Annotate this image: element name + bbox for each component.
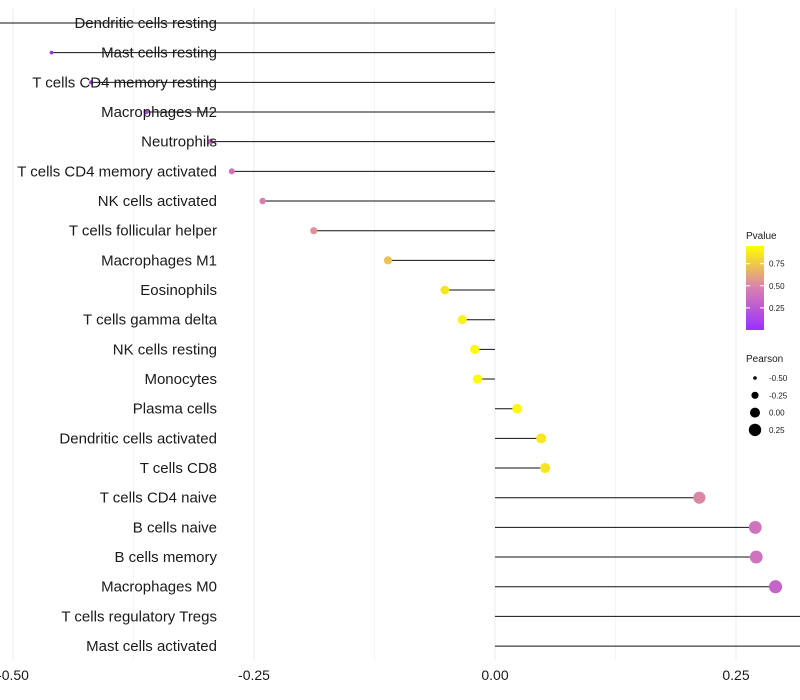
y-label-4: Neutrophils <box>141 134 217 151</box>
dot-7 <box>310 227 318 235</box>
dot-12 <box>473 374 483 384</box>
dot-9 <box>440 285 450 295</box>
legend-pvalue-title: Pvalue <box>746 231 777 242</box>
y-label-19: Macrophages M0 <box>101 579 217 596</box>
y-label-15: T cells CD8 <box>140 460 217 477</box>
y-label-16: T cells CD4 naive <box>100 490 217 507</box>
dot-16 <box>693 491 706 504</box>
legend-pearson-label-3: 0.25 <box>769 426 785 435</box>
x-tick-label-0: -0.50 <box>0 667 29 683</box>
lollipop-stems <box>0 22 800 647</box>
x-tick-label-1: -0.25 <box>238 667 270 683</box>
x-axis-ticks: -0.50 -0.25 0.00 0.25 <box>0 667 750 683</box>
legend-pearson-dot-0 <box>753 376 757 380</box>
legend-pearson-dot-3 <box>748 423 762 437</box>
y-label-14: Dendritic cells activated <box>59 430 217 447</box>
y-label-0: Dendritic cells resting <box>74 15 217 32</box>
gridlines <box>12 8 737 660</box>
y-label-1: Mast cells resting <box>101 45 217 62</box>
dot-17 <box>748 520 762 534</box>
dot-11 <box>470 344 480 354</box>
x-tick-label-3: 0.25 <box>722 667 749 683</box>
y-label-10: T cells gamma delta <box>83 312 218 329</box>
legend-pearson-title: Pearson <box>746 354 783 365</box>
y-label-13: Plasma cells <box>133 401 217 418</box>
dot-10 <box>457 315 467 325</box>
dot-5 <box>228 168 235 175</box>
dot-19 <box>768 580 783 594</box>
y-label-11: NK cells resting <box>113 341 217 358</box>
legend-pvalue-label-0: 0.25 <box>769 304 785 313</box>
dot-4 <box>207 138 214 145</box>
y-label-5: T cells CD4 memory activated <box>17 163 217 180</box>
dot-13 <box>512 403 523 414</box>
legend-pearson-dot-1 <box>751 391 759 399</box>
dot-1 <box>49 50 54 55</box>
y-label-2: T cells CD4 memory resting <box>32 74 217 91</box>
dot-14 <box>536 433 547 444</box>
legend-pvalue-label-1: 0.50 <box>769 282 785 291</box>
dot-8 <box>383 256 393 265</box>
y-label-17: B cells naive <box>133 519 217 536</box>
legend-pvalue-colorbar <box>746 246 764 330</box>
dot-3 <box>143 109 149 115</box>
dot-18 <box>749 550 763 564</box>
y-label-12: Monocytes <box>144 371 217 388</box>
legend-pvalue-label-2: 0.75 <box>769 260 785 269</box>
y-label-21: Mast cells activated <box>86 638 217 655</box>
dot-15 <box>540 462 551 474</box>
legend-pearson: Pearson -0.50 -0.25 0.00 0.25 <box>746 354 788 437</box>
legend-pvalue: Pvalue 0.25 0.50 0.75 <box>746 231 785 330</box>
y-label-6: NK cells activated <box>98 193 217 210</box>
y-axis-labels: Dendritic cells resting Mast cells restin… <box>17 15 217 655</box>
dot-2 <box>88 80 94 85</box>
x-tick-label-2: 0.00 <box>481 667 508 683</box>
y-label-8: Macrophages M1 <box>101 252 217 269</box>
y-label-3: Macrophages M2 <box>101 104 217 121</box>
legend-pearson-label-0: -0.50 <box>769 374 788 383</box>
legend-pearson-label-1: -0.25 <box>769 391 788 400</box>
lollipop-dots <box>49 50 783 594</box>
y-label-18: B cells memory <box>114 549 217 566</box>
y-label-9: Eosinophils <box>140 282 217 299</box>
legend-pearson-label-2: 0.00 <box>769 409 785 418</box>
legend-pearson-dot-2 <box>750 407 760 418</box>
y-label-7: T cells follicular helper <box>69 223 217 240</box>
y-label-20: T cells regulatory Tregs <box>61 608 217 625</box>
dot-6 <box>259 197 266 205</box>
